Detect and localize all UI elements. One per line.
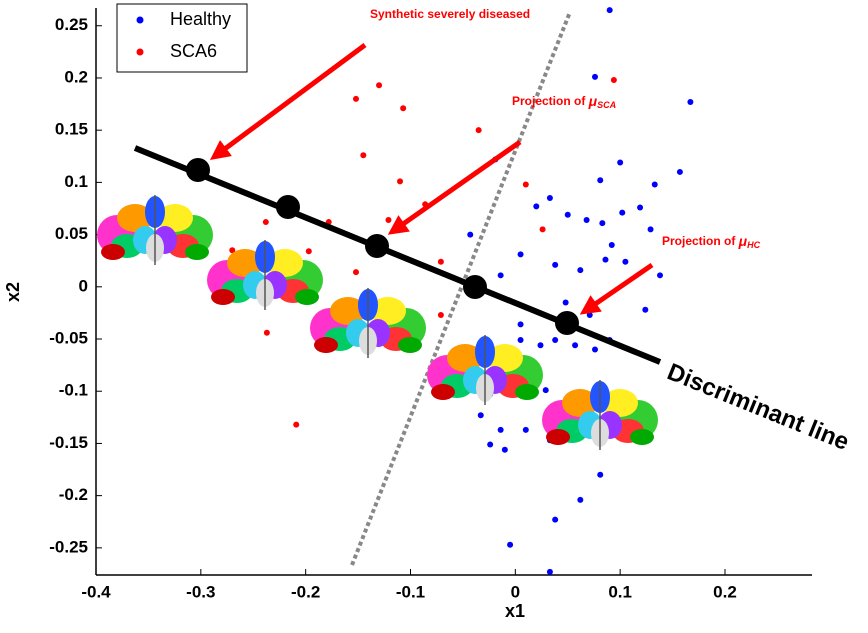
- point: [497, 426, 504, 433]
- point: [501, 446, 508, 453]
- point: [376, 82, 383, 89]
- y-axis-label: x2: [3, 282, 23, 302]
- y-tick-label: 0: [79, 276, 88, 295]
- y-tick-label: 0.05: [55, 224, 88, 243]
- projection-dots: [186, 158, 579, 335]
- point: [647, 226, 654, 233]
- point: [437, 311, 444, 318]
- point: [577, 267, 584, 274]
- point: [507, 541, 514, 548]
- x-tick-label: -0.4: [81, 582, 111, 601]
- y-tick-label: 0.2: [64, 67, 88, 86]
- decision-boundary: [350, 11, 572, 566]
- point: [542, 387, 549, 394]
- point: [477, 412, 484, 419]
- legend: Healthy SCA6: [116, 3, 248, 73]
- legend-marker: [136, 48, 144, 56]
- y-tick-label: 0.1: [64, 172, 88, 191]
- point: [602, 256, 609, 263]
- point: [583, 216, 590, 223]
- point: [262, 219, 269, 226]
- point: [522, 426, 529, 433]
- y-tick-label: -0.2: [59, 485, 88, 504]
- point: [352, 95, 359, 102]
- x-axis-label: x1: [505, 601, 525, 621]
- point: [517, 337, 524, 344]
- point: [305, 248, 312, 255]
- point: [610, 77, 617, 84]
- legend-label: SCA6: [170, 41, 217, 61]
- point: [564, 211, 571, 218]
- point: [546, 195, 553, 202]
- point: [385, 216, 392, 223]
- y-tick-label: -0.1: [59, 381, 88, 400]
- point: [475, 127, 482, 134]
- point: [608, 242, 615, 249]
- point: [517, 251, 524, 258]
- x-tick-label: -0.1: [396, 582, 425, 601]
- point: [591, 346, 598, 353]
- y-tick-label: -0.25: [49, 537, 88, 556]
- x-tick-label: -0.2: [291, 582, 320, 601]
- point: [293, 421, 300, 428]
- point: [552, 261, 559, 268]
- discriminant-label: Discriminant line: [663, 358, 852, 455]
- point: [676, 168, 683, 175]
- point: [552, 516, 559, 523]
- x-tick-label: 0: [511, 582, 520, 601]
- point: [687, 98, 694, 105]
- x-tick-label: 0.2: [713, 582, 737, 601]
- y-tick-label: -0.05: [49, 328, 88, 347]
- point: [263, 329, 270, 336]
- axes: -0.4 -0.3 -0.2 -0.1 0 0.1 0.2 -0.25 -0.2 -0.15 -0.…: [49, 8, 812, 601]
- point: [599, 220, 606, 227]
- point: [552, 337, 559, 344]
- point: [487, 441, 494, 448]
- point: [597, 177, 604, 184]
- point: [591, 73, 598, 80]
- point: [656, 272, 663, 279]
- point: [537, 342, 544, 349]
- point: [562, 299, 569, 306]
- point: [651, 181, 658, 188]
- legend-label: Healthy: [170, 9, 231, 29]
- point: [619, 209, 626, 216]
- point: [637, 204, 644, 211]
- point: [586, 311, 593, 318]
- point: [539, 226, 546, 233]
- point: [352, 269, 359, 276]
- y-tick-label: 0.15: [55, 120, 88, 139]
- point: [522, 181, 529, 188]
- point: [642, 306, 649, 313]
- arrows: [209, 42, 654, 315]
- annotation: Projection of μSCA: [512, 93, 616, 111]
- y-tick-label: 0.25: [55, 15, 88, 34]
- point: [572, 342, 579, 349]
- point: [517, 321, 524, 328]
- x-tick-label: -0.3: [186, 582, 215, 601]
- point: [437, 258, 444, 265]
- point: [622, 258, 629, 265]
- point: [606, 7, 613, 14]
- point: [360, 152, 367, 159]
- point: [597, 471, 604, 478]
- point: [467, 231, 474, 238]
- point: [497, 272, 504, 279]
- annotation: Synthetic severely diseased: [370, 7, 530, 21]
- point: [400, 105, 407, 112]
- point: [546, 568, 553, 575]
- point: [617, 159, 624, 166]
- y-tick-label: -0.15: [49, 433, 88, 452]
- point: [577, 496, 584, 503]
- point: [397, 178, 404, 185]
- point: [533, 203, 540, 210]
- annotation: Projection of μHC: [662, 233, 761, 251]
- x-tick-label: 0.1: [608, 582, 632, 601]
- legend-marker: [136, 16, 144, 24]
- point: [229, 247, 236, 254]
